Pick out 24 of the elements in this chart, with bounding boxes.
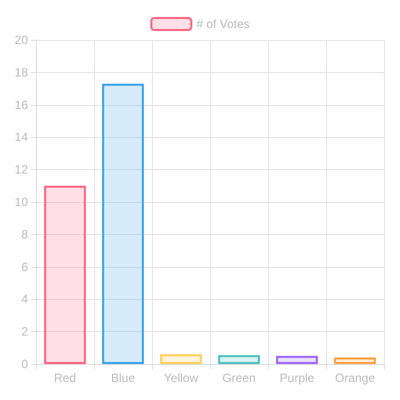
- x-tick-label: Red: [54, 371, 76, 385]
- y-tick-label: 2: [21, 324, 28, 339]
- x-tick-label: Blue: [110, 371, 136, 385]
- y-tick-label: 12: [14, 162, 28, 177]
- y-tick-label: 18: [14, 65, 28, 80]
- bar: [160, 354, 202, 364]
- x-tick-label: Green: [222, 371, 256, 385]
- bar: [334, 358, 376, 364]
- bar: [276, 356, 318, 364]
- bar: [218, 355, 260, 364]
- y-tick-label: 6: [21, 260, 28, 274]
- x-tick-label: Purple: [280, 371, 315, 385]
- x-tick-label: Orange: [334, 371, 376, 385]
- y-tick-label: 20: [14, 33, 28, 47]
- bar: [44, 186, 86, 364]
- y-tick-label: 16: [14, 98, 28, 112]
- y-tick-label: 10: [14, 195, 28, 209]
- y-tick-label: 14: [14, 130, 28, 144]
- legend-label: # of Votes: [196, 17, 250, 31]
- x-tick-label: Yellow: [164, 371, 198, 385]
- bar: [102, 84, 144, 364]
- y-tick-label: 0: [21, 357, 28, 371]
- y-tick-label: 4: [21, 292, 28, 306]
- y-tick-label: 8: [21, 227, 28, 242]
